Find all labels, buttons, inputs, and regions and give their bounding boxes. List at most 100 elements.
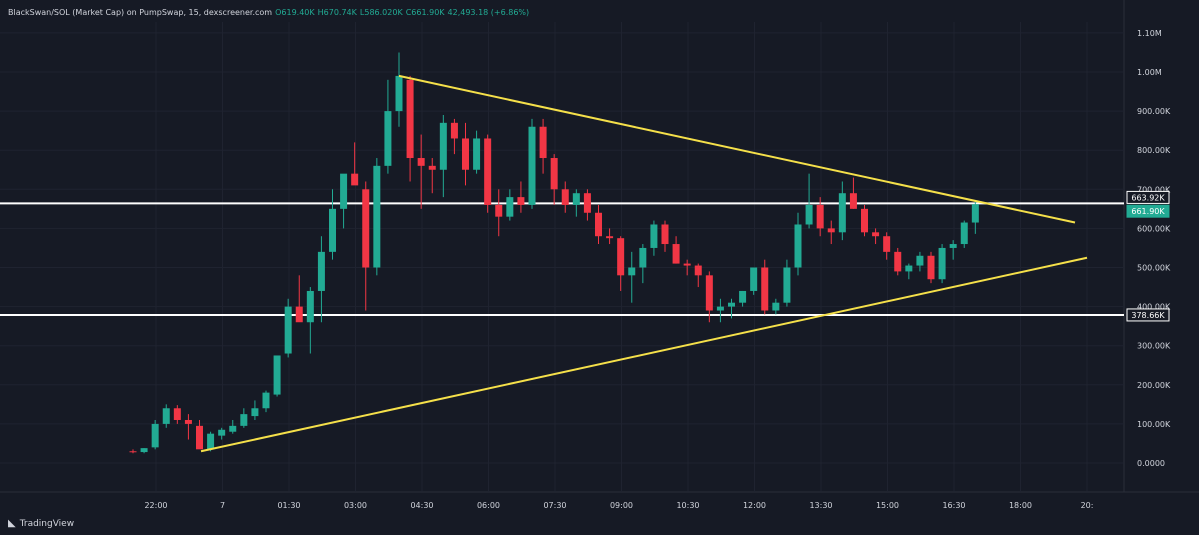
candle-body	[428, 165, 436, 170]
x-tick-label: 20:	[1081, 501, 1094, 510]
candle-body	[384, 111, 392, 166]
candle-body	[140, 448, 148, 453]
brand-label: TradingView	[19, 518, 75, 529]
candle-body	[672, 244, 680, 264]
candle-body	[340, 173, 348, 209]
candle	[129, 449, 137, 454]
candle	[672, 236, 680, 264]
candle	[329, 189, 336, 260]
grid-lines	[0, 0, 1199, 493]
candle-body	[617, 238, 625, 276]
candle	[384, 79, 392, 174]
chart-title: BlackSwan/SOL (Market Cap) on PumpSwap, …	[8, 8, 273, 17]
x-tick-label: 15:00	[876, 501, 899, 510]
candle	[273, 355, 281, 397]
x-tick-label: 22:00	[144, 501, 167, 510]
y-tick-label: 1.10M	[1137, 29, 1162, 38]
candle-body	[173, 408, 181, 420]
y-axis: 1.10M 1.00M 900.00K 800.00K 700.00K 600.00K 50…	[1137, 29, 1171, 468]
candle-body	[473, 138, 481, 170]
candle-body	[306, 290, 314, 323]
candle-body	[462, 138, 469, 170]
candle-body	[151, 423, 159, 448]
candle-body	[827, 228, 835, 233]
candle-body	[872, 232, 880, 237]
y-tick-label: 600.00K	[1137, 224, 1171, 233]
low-value: L586.020K	[359, 8, 403, 17]
candle	[905, 263, 913, 280]
price-label: 378.66K	[1126, 308, 1170, 322]
candle	[295, 275, 303, 323]
candle-body	[728, 302, 735, 307]
candle-body	[783, 267, 791, 303]
candle	[583, 189, 591, 221]
candle	[495, 189, 503, 237]
x-axis: 22:00 7 01:30 03:00 04:30 06:00 07:30 09:00 10:3…	[144, 501, 1093, 510]
candle-body	[905, 265, 913, 272]
candle-body	[716, 306, 724, 311]
candle-body	[284, 306, 292, 354]
candle-body	[838, 193, 846, 233]
candle-body	[960, 222, 968, 245]
candle	[462, 122, 469, 186]
candle-body	[849, 193, 857, 209]
candle-body	[750, 267, 758, 291]
tradingview-brand[interactable]: ◣ TradingView	[8, 518, 74, 529]
x-tick-label: 07:30	[543, 501, 566, 510]
price-label-text: 378.66K	[1131, 311, 1165, 320]
candle	[550, 154, 558, 205]
candle	[240, 408, 248, 428]
candle-body	[694, 265, 702, 276]
candle	[805, 173, 813, 229]
candle	[661, 220, 669, 252]
candle	[306, 287, 314, 354]
x-tick-label: 18:00	[1009, 501, 1032, 510]
candle	[894, 247, 902, 276]
candle-body	[273, 355, 281, 395]
candle-body	[317, 251, 325, 291]
candle	[728, 298, 735, 319]
price-label-text: 663.92K	[1131, 193, 1165, 202]
price-label-box	[1126, 308, 1170, 322]
candle	[362, 181, 370, 311]
candle-body	[251, 408, 259, 417]
candle-body	[162, 408, 170, 424]
candle	[151, 419, 159, 450]
candle	[140, 448, 148, 454]
candle	[506, 189, 514, 221]
candle	[229, 419, 237, 434]
candle	[207, 431, 215, 452]
candle	[196, 419, 203, 450]
candle	[539, 118, 547, 174]
candle-body	[218, 429, 226, 436]
candle-body	[650, 224, 658, 248]
candle-body	[739, 290, 747, 303]
candle-body	[417, 158, 425, 166]
y-tick-label: 0.0000	[1137, 459, 1165, 468]
candle-body	[916, 255, 924, 266]
candle	[772, 298, 780, 315]
price-labels: 663.92K 661.90K 378.66K	[1126, 190, 1170, 322]
candle	[184, 414, 192, 440]
candle	[971, 201, 979, 234]
price-label: 661.90K	[1126, 204, 1170, 218]
candle	[162, 404, 170, 428]
x-tick-label: 06:00	[477, 501, 500, 510]
trendline-lower	[200, 256, 1088, 453]
candle	[783, 259, 791, 307]
candle-body	[373, 165, 381, 268]
x-tick-label: 09:00	[610, 501, 633, 510]
candle-body	[927, 255, 935, 280]
horizontal-lines	[0, 202, 1124, 316]
candle-body	[262, 392, 270, 409]
y-tick-label: 400.00K	[1137, 303, 1171, 312]
candle-body	[439, 122, 447, 170]
candle	[683, 259, 691, 276]
candle	[872, 228, 880, 245]
candle	[650, 220, 658, 256]
candle-body	[196, 425, 203, 450]
y-tick-label: 100.00K	[1137, 420, 1171, 429]
candle-body	[894, 251, 902, 272]
candle	[317, 236, 325, 323]
candle	[428, 158, 436, 194]
